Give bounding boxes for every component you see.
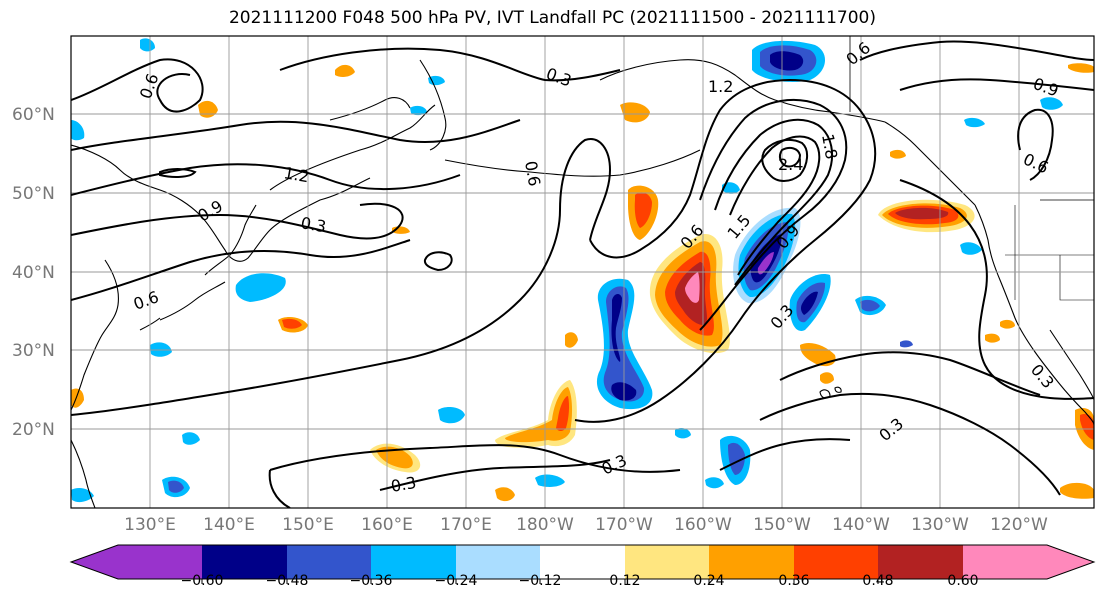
gridlines — [71, 36, 1094, 508]
colorbar-segment — [456, 545, 540, 579]
lon-label: 140°W — [832, 515, 890, 535]
lon-label: 150°W — [753, 515, 811, 535]
lat-label: 60°N — [12, 105, 55, 125]
lat-label: 40°N — [12, 263, 55, 283]
colorbar-segment — [202, 545, 287, 579]
lon-label: 120°W — [990, 515, 1048, 535]
lon-label: 170°W — [595, 515, 653, 535]
contour-label: 0.3 — [389, 473, 417, 496]
colorbar-segment — [71, 545, 202, 579]
lon-label: 180°W — [516, 515, 574, 535]
colorbar-segment — [287, 545, 371, 579]
contour-label: 1.2 — [282, 163, 310, 186]
colorbar-segment — [963, 545, 1094, 579]
contour-label: 0.3 — [299, 213, 327, 236]
pv-contours — [71, 40, 1094, 508]
colorbar-tick-label: 0.48 — [862, 573, 893, 589]
colorbar-tick-label: −0.24 — [435, 573, 478, 589]
lon-label: 130°W — [911, 515, 969, 535]
latitude-labels: 60°N 50°N 40°N 30°N 20°N — [12, 105, 55, 440]
colorbar — [69, 544, 1096, 584]
colorbar-segment — [371, 545, 456, 579]
lon-label: 170°E — [440, 515, 492, 535]
lon-label: 140°E — [203, 515, 255, 535]
colorbar-tick-label: −0.12 — [519, 573, 562, 589]
contour-label: 2.4 — [778, 155, 803, 174]
contour-label: 1.2 — [708, 77, 733, 96]
colorbar-tick-label: 0.60 — [947, 573, 978, 589]
colorbar-tick-label: 0.24 — [693, 573, 724, 589]
colorbar-labels: −0.60 −0.48 −0.36 −0.24 −0.12 0.12 0.24 … — [181, 573, 979, 589]
map-area: 0.6 0.3 1.2 0.6 0.9 1.2 0.9 0.3 0.6 0.6 … — [71, 36, 1094, 508]
colorbar-tick-label: 0.36 — [778, 573, 809, 589]
lat-label: 20°N — [12, 420, 55, 440]
colorbar-segment — [878, 545, 963, 579]
lon-label: 130°E — [124, 515, 176, 535]
contour-label: 0.6 — [521, 159, 544, 187]
lon-label: 160°E — [361, 515, 413, 535]
longitude-labels: 130°E 140°E 150°E 160°E 170°E 180°W 170°… — [124, 515, 1048, 535]
lat-label: 30°N — [12, 341, 55, 361]
colorbar-tick-label: −0.48 — [266, 573, 309, 589]
lon-label: 160°W — [674, 515, 732, 535]
colorbar-segment — [625, 545, 709, 579]
colorbar-tick-label: −0.60 — [181, 573, 224, 589]
map-title: 2021111200 F048 500 hPa PV, IVT Landfall… — [228, 8, 876, 28]
map-frame — [70, 35, 1095, 509]
contour-label: 1.8 — [818, 132, 841, 160]
colorbar-segment — [709, 545, 794, 579]
colorbar-outline — [69, 544, 1096, 580]
colorbar-segment — [540, 545, 625, 579]
colorbar-tick-label: 0.12 — [609, 573, 640, 589]
colorbar-tick-label: −0.36 — [350, 573, 393, 589]
lon-label: 150°E — [282, 515, 334, 535]
colorbar-segment — [794, 545, 878, 579]
lat-label: 50°N — [12, 184, 55, 204]
